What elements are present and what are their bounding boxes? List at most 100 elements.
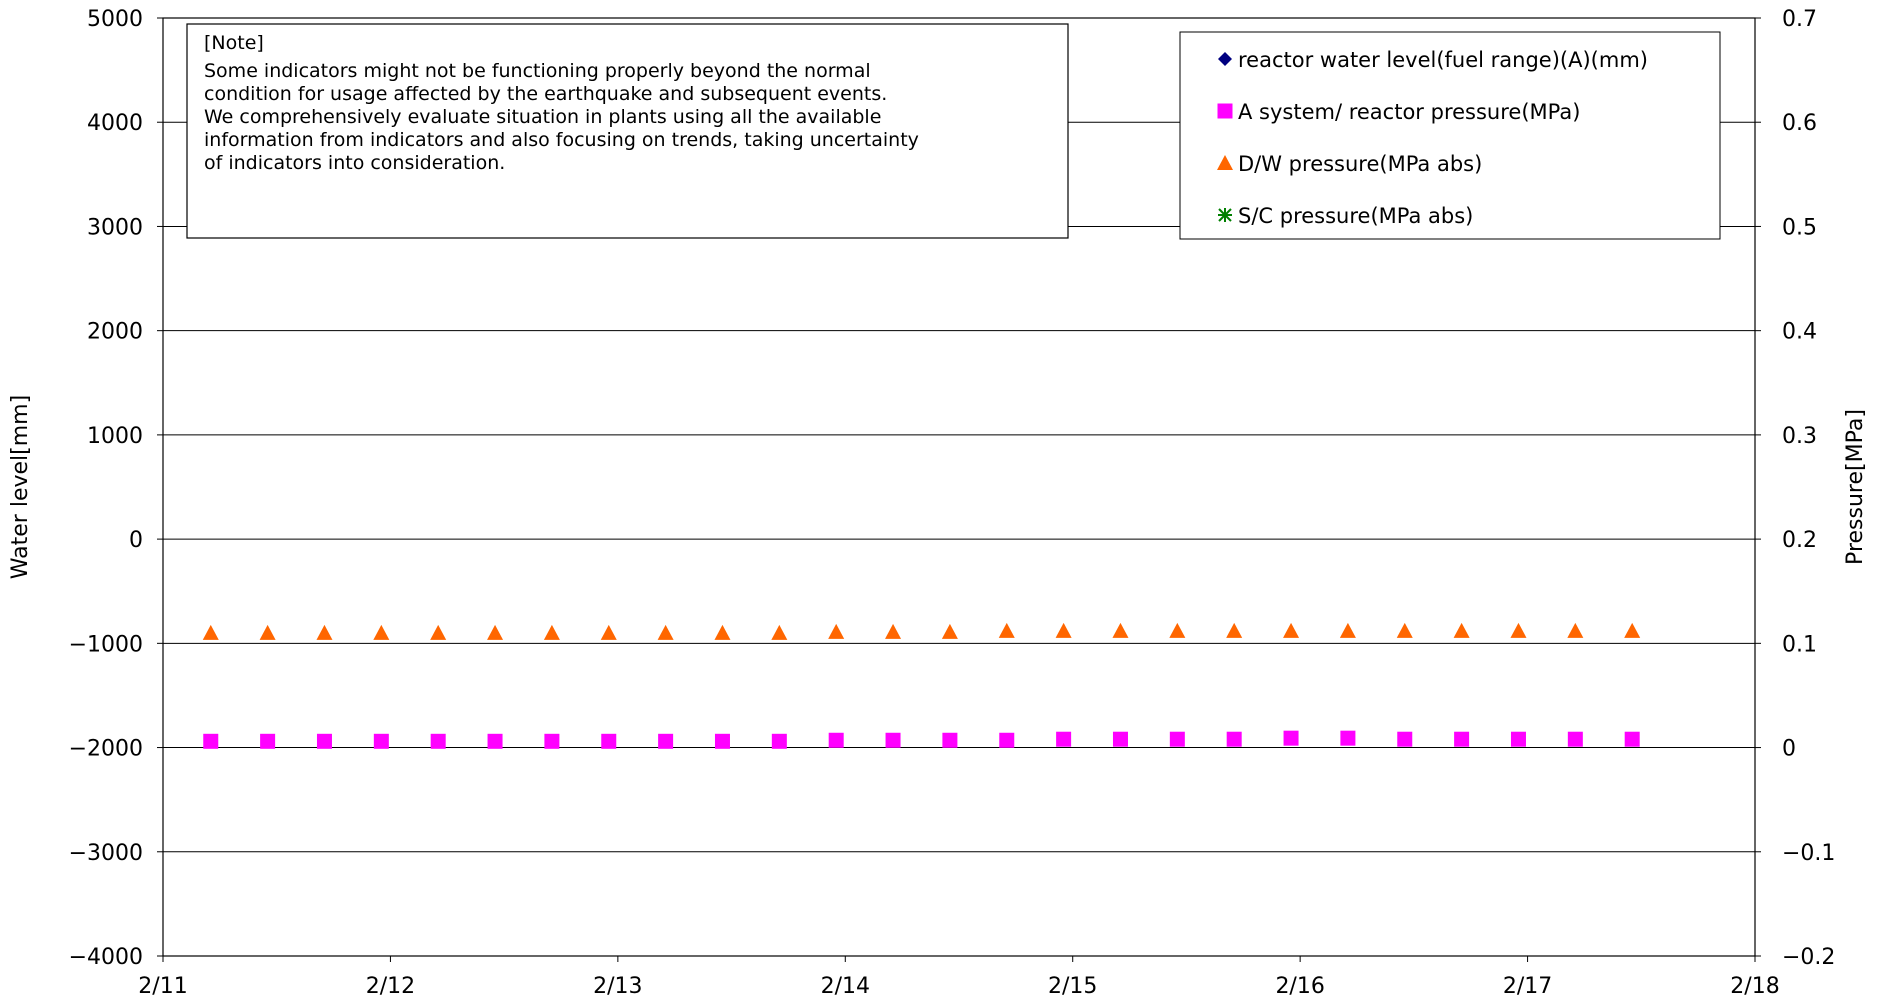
y-tick-label: 5000: [87, 7, 143, 32]
legend-marker-shape: [1217, 155, 1233, 170]
y-tick-label: 3000: [87, 215, 143, 240]
y-axis-title: Water level[mm]: [8, 395, 33, 579]
data-point: [487, 624, 504, 640]
x-tick-label: 2/14: [821, 974, 870, 999]
data-point: [543, 624, 560, 640]
data-point: [544, 733, 560, 749]
data-point: [430, 733, 446, 749]
data-point: [1453, 622, 1470, 638]
y2-tick-label: 0.4: [1782, 320, 1817, 345]
note-line: of indicators into consideration.: [204, 152, 505, 174]
y-tick-label: −4000: [69, 945, 143, 970]
data-point: [998, 622, 1015, 638]
legend: reactor water level(fuel range)(A)(mm) A…: [1179, 31, 1721, 240]
legend-item: reactor water level(fuel range)(A)(mm): [1218, 48, 1648, 72]
y-tick-label: 2000: [87, 320, 143, 345]
note-line: We comprehensively evaluate situation in…: [204, 106, 881, 128]
data-point: [260, 733, 276, 749]
data-point: [942, 732, 958, 748]
legend-label: S/C pressure(MPa abs): [1238, 204, 1473, 228]
legend-marker-asterisk: [1218, 208, 1232, 222]
legend-marker-triangle: [1217, 155, 1233, 170]
x-tick-label: 2/15: [1048, 974, 1097, 999]
data-point: [259, 624, 276, 640]
data-point: [373, 624, 390, 640]
y2-tick-label: 0.3: [1782, 424, 1817, 449]
note-box: [Note] Some indicators might not be func…: [186, 23, 1069, 239]
data-point: [1226, 731, 1242, 747]
legend-label: D/W pressure(MPa abs): [1238, 152, 1482, 176]
y2-axis-title: Pressure[MPa]: [1843, 409, 1868, 565]
data-point: [771, 624, 788, 640]
legend-item: A system/ reactor pressure(MPa): [1217, 100, 1580, 124]
x-tick-label: 2/17: [1503, 974, 1552, 999]
y2-tick-label: 0.1: [1782, 632, 1817, 657]
data-point: [430, 624, 447, 640]
y-tick-label: −1000: [69, 632, 143, 657]
data-point: [487, 733, 503, 749]
y2-tick-label: 0.5: [1782, 215, 1817, 240]
data-point: [1397, 731, 1413, 747]
data-point: [714, 624, 731, 640]
y-tick-label: 4000: [87, 111, 143, 136]
x-tick-label: 2/11: [138, 974, 187, 999]
marks-layer: [202, 622, 1641, 749]
y2-tick-label: 0.2: [1782, 528, 1817, 553]
series-square-points: [203, 730, 1640, 749]
data-point: [1624, 622, 1641, 638]
legend-marker-shape: [1217, 103, 1233, 119]
data-point: [657, 624, 674, 640]
legend-marker-diamond: [1218, 52, 1232, 66]
data-point: [885, 623, 902, 639]
legend-marker-shape: [1218, 208, 1232, 222]
data-point: [1339, 622, 1356, 638]
data-point: [1454, 731, 1470, 747]
legend-marker-square: [1217, 103, 1233, 119]
x-tick-label: 2/12: [366, 974, 415, 999]
data-point: [1169, 731, 1185, 747]
y2-tick-label: 0: [1782, 737, 1796, 762]
data-point: [885, 732, 901, 748]
note-line: condition for usage affected by the eart…: [204, 83, 887, 105]
data-point: [771, 733, 787, 749]
data-point: [373, 733, 389, 749]
series-triangle-points: [202, 622, 1641, 640]
data-point: [1112, 622, 1129, 638]
y2-tick-label: 0.6: [1782, 111, 1817, 136]
data-point: [316, 733, 332, 749]
y2-tick-label: −0.2: [1782, 945, 1835, 970]
data-point: [828, 732, 844, 748]
data-point: [203, 733, 219, 749]
data-point: [601, 733, 617, 749]
y-tick-label: −2000: [69, 737, 143, 762]
data-point: [1340, 730, 1356, 746]
legend-item: S/C pressure(MPa abs): [1218, 204, 1473, 228]
data-point: [1624, 731, 1640, 747]
data-point: [828, 623, 845, 639]
data-point: [1226, 622, 1243, 638]
data-point: [1567, 622, 1584, 638]
data-point: [1056, 731, 1072, 747]
data-point: [1112, 731, 1128, 747]
plot-area-frame: [162, 17, 1756, 957]
note-line: Some indicators might not be functioning…: [204, 60, 871, 82]
data-point: [941, 623, 958, 639]
data-point: [1396, 622, 1413, 638]
y2-tick-label: −0.1: [1782, 841, 1835, 866]
data-point: [658, 733, 674, 749]
y2-tick-label: 0.7: [1782, 7, 1817, 32]
y-tick-label: 1000: [87, 424, 143, 449]
y-tick-label: 0: [129, 528, 143, 553]
legend-item: D/W pressure(MPa abs): [1217, 152, 1482, 176]
legend-marker-shape: [1218, 52, 1232, 66]
legend-label: reactor water level(fuel range)(A)(mm): [1238, 48, 1648, 72]
data-point: [1510, 622, 1527, 638]
data-point: [600, 624, 617, 640]
data-point: [1055, 622, 1072, 638]
data-point: [999, 732, 1015, 748]
data-point: [714, 733, 730, 749]
legend-label: A system/ reactor pressure(MPa): [1238, 100, 1580, 124]
data-point: [1283, 622, 1300, 638]
y-tick-label: −3000: [69, 841, 143, 866]
